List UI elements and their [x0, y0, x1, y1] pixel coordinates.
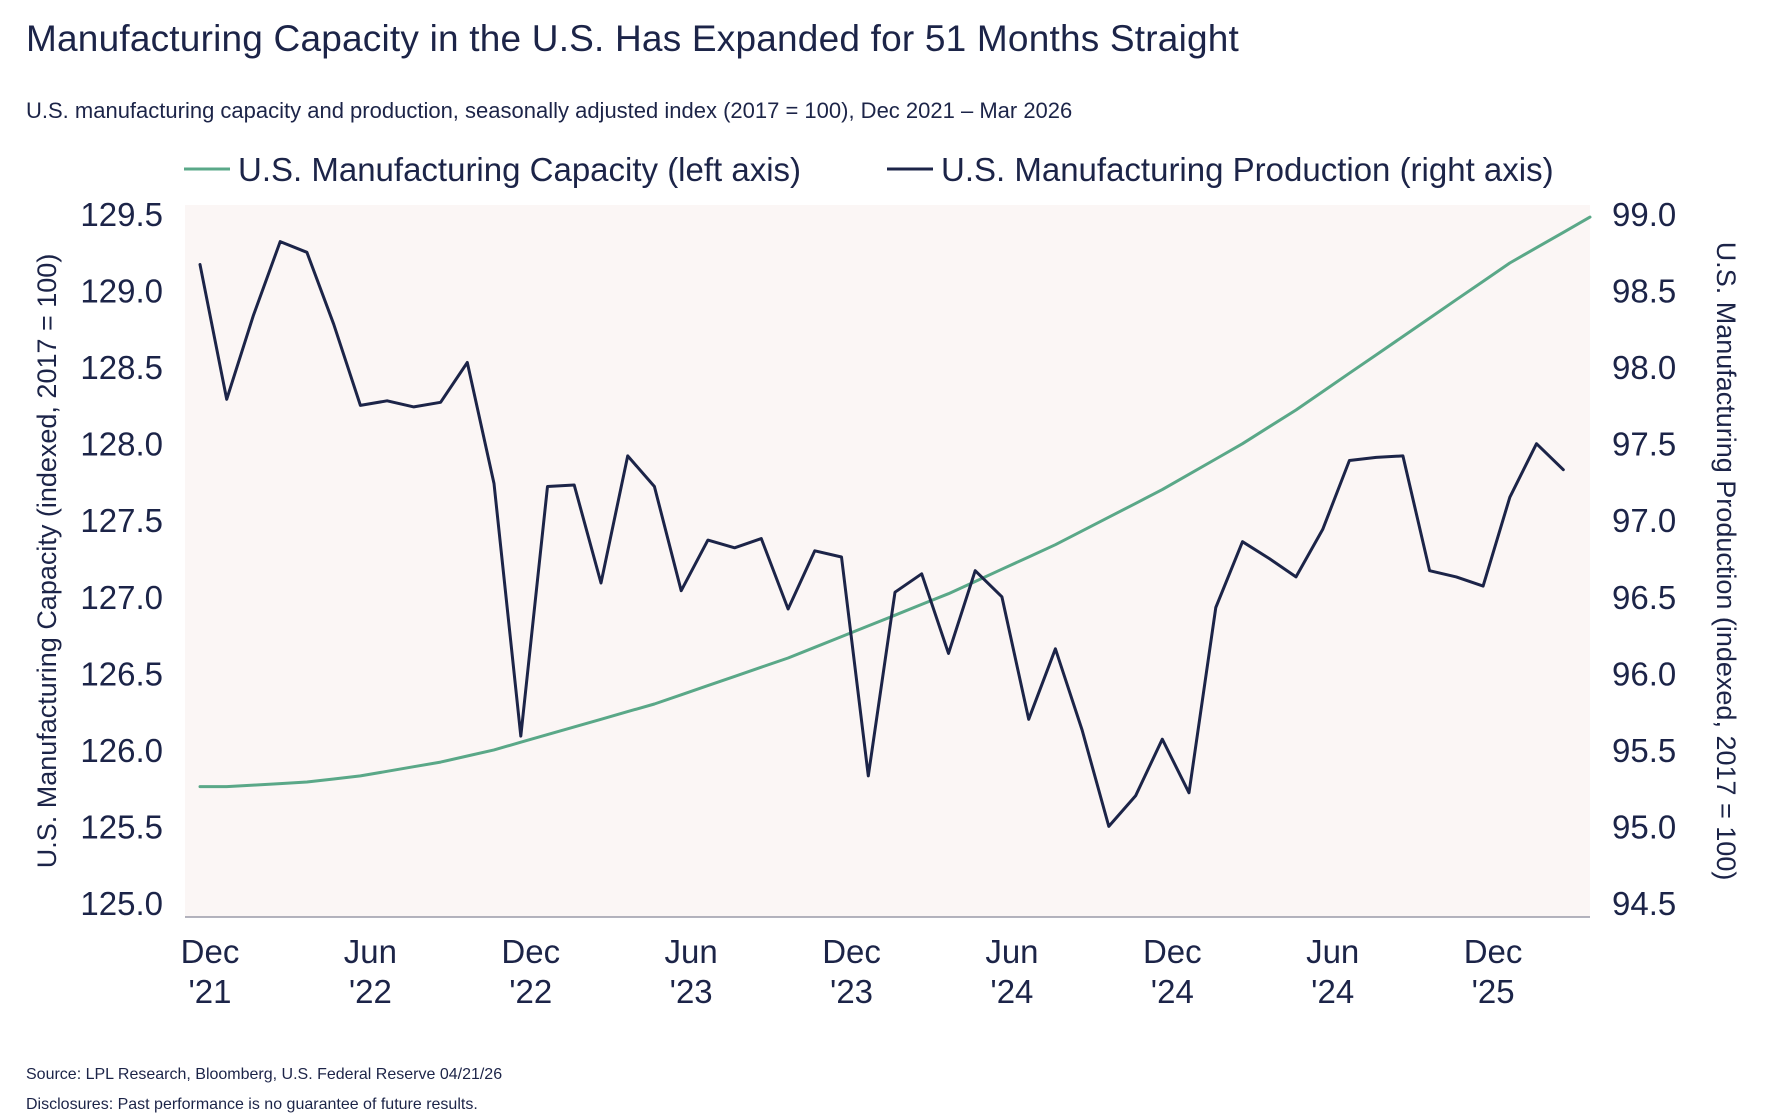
y-left-tick-label: 125.0 [80, 885, 163, 922]
x-tick-label-month: Dec [1464, 933, 1523, 970]
y-left-tick-label: 128.0 [80, 426, 163, 463]
x-tick-label-month: Jun [1306, 933, 1359, 970]
y-axis-right-label: U.S. Manufacturing Production (indexed, … [1711, 242, 1741, 881]
y-left-tick-label: 125.5 [80, 808, 163, 845]
x-tick-label-year: '23 [830, 973, 873, 1010]
y-left-tick-label: 127.0 [80, 579, 163, 616]
x-tick-label-year: '24 [1151, 973, 1194, 1010]
y-left-tick-label: 129.5 [80, 196, 163, 233]
y-right-tick-label: 98.5 [1612, 273, 1676, 310]
x-tick-label-month: Dec [822, 933, 881, 970]
y-left-tick-label: 128.5 [80, 349, 163, 386]
y-right-tick-label: 95.5 [1612, 732, 1676, 769]
y-right-tick-label: 97.5 [1612, 426, 1676, 463]
x-tick-label-month: Jun [665, 933, 718, 970]
legend-label-capacity: U.S. Manufacturing Capacity (left axis) [238, 151, 801, 188]
x-tick-label-year: '22 [349, 973, 392, 1010]
y-right-tick-label: 98.0 [1612, 349, 1676, 386]
y-left-tick-label: 126.5 [80, 655, 163, 692]
legend: U.S. Manufacturing Capacity (left axis) … [184, 151, 1554, 188]
x-tick-label-year: '25 [1472, 973, 1515, 1010]
x-tick-label-month: Jun [344, 933, 397, 970]
x-tick-label-month: Dec [181, 933, 240, 970]
x-tick-label-year: '21 [188, 973, 231, 1010]
y-left-tick-label: 129.0 [80, 273, 163, 310]
y-right-tick-label: 94.5 [1612, 885, 1676, 922]
y-right-tick-label: 96.5 [1612, 579, 1676, 616]
x-tick-label-month: Jun [985, 933, 1038, 970]
y-left-tick-label: 126.0 [80, 732, 163, 769]
y-right-tick-label: 95.0 [1612, 808, 1676, 845]
x-axis-ticks: Dec'21Jun'22Dec'22Jun'23Dec'23Jun'24Dec'… [181, 933, 1523, 1010]
chart-subtitle: U.S. manufacturing capacity and producti… [26, 98, 1073, 123]
x-tick-label-year: '24 [990, 973, 1033, 1010]
dual-axis-line-chart: U.S. Manufacturing Capacity (left axis) … [32, 151, 1741, 1010]
production-series-line [198, 240, 1565, 828]
y-left-tick-label: 127.5 [80, 502, 163, 539]
source-note: Source: LPL Research, Bloomberg, U.S. Fe… [26, 1066, 503, 1083]
legend-label-production: U.S. Manufacturing Production (right axi… [941, 151, 1554, 188]
plot-area [185, 205, 1590, 917]
x-tick-label-month: Dec [501, 933, 560, 970]
y-right-tick-label: 96.0 [1612, 655, 1676, 692]
chart-title: Manufacturing Capacity in the U.S. Has E… [26, 18, 1240, 59]
y-axis-right-ticks: 94.5 95.0 95.5 96.0 96.5 97.0 97.5 98.0 98.5 99.0 [1612, 196, 1676, 922]
x-tick-label-year: '24 [1311, 973, 1354, 1010]
series-layer [198, 215, 1592, 828]
y-axis-left-label: U.S. Manufacturing Capacity (indexed, 20… [32, 254, 62, 869]
x-tick-label-year: '22 [509, 973, 552, 1010]
x-tick-label-year: '23 [670, 973, 713, 1010]
y-axis-left-ticks: 125.0 125.5 126.0 126.5 127.0 127.5 128.0 128.5… [80, 196, 163, 922]
capacity-series-line [198, 215, 1592, 789]
y-right-tick-label: 97.0 [1612, 502, 1676, 539]
y-right-tick-label: 99.0 [1612, 196, 1676, 233]
x-tick-label-month: Dec [1143, 933, 1202, 970]
disclosure-note: Disclosures: Past performance is no guar… [26, 1096, 478, 1113]
